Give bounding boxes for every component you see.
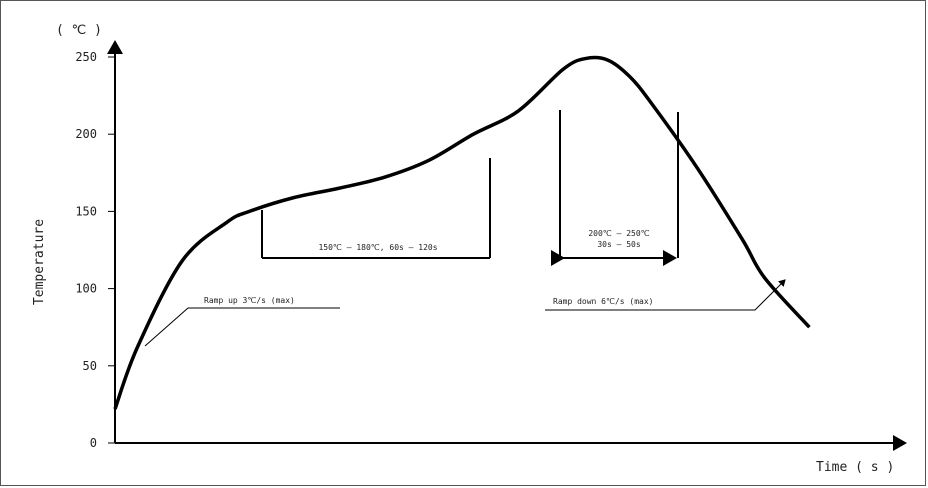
x-axis-label: Time ( s )	[816, 460, 894, 475]
y-tick-group: 0 50 100 150 200 250	[75, 50, 115, 450]
y-tick-label: 50	[83, 359, 97, 373]
y-tick-label: 100	[75, 282, 97, 296]
temperature-curve	[113, 55, 811, 410]
y-tick-label: 200	[75, 127, 97, 141]
reflow-time-annotation: 30s — 50s	[597, 240, 641, 249]
y-axis-label: Temperature	[32, 219, 47, 305]
ramp-down-leader	[545, 279, 786, 311]
ramp-up-leader	[144, 307, 340, 347]
reflow-temperature-annotation: 200℃ — 250℃	[588, 229, 649, 238]
preheat-annotation: 150℃ — 180℃, 60s — 120s	[318, 243, 437, 252]
temperature-curve-group	[113, 55, 811, 410]
ramp-up-annotation: Ramp up 3℃/s (max)	[204, 296, 295, 305]
y-tick-label: 250	[75, 50, 97, 64]
y-tick-label: 0	[90, 436, 97, 450]
ramp-down-annotation: Ramp down 6℃/s (max)	[553, 297, 654, 306]
y-tick-label: 150	[75, 204, 97, 218]
y-unit-label: ( ℃ )	[56, 23, 102, 38]
